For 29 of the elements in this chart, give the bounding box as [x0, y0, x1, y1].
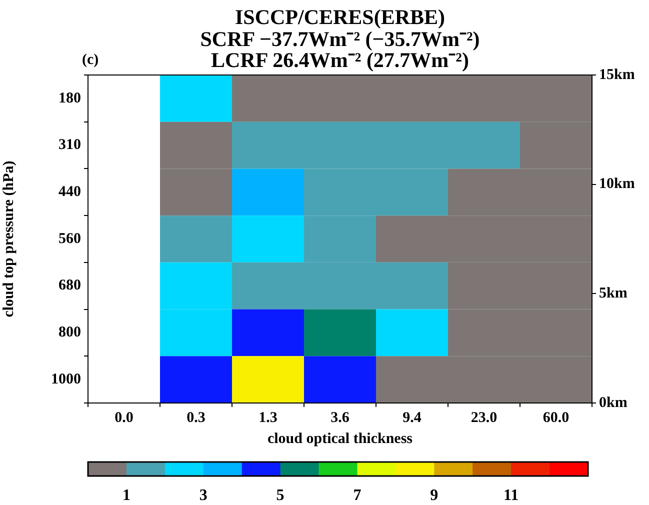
x-tick-label: 0.0: [114, 410, 134, 426]
color-bar-label: 7: [353, 487, 362, 504]
y-tick-label: 800: [58, 324, 81, 341]
y-tick-label: 680: [58, 278, 81, 294]
color-bar-label: 11: [504, 487, 519, 504]
y2-tick-label: 15km: [599, 66, 636, 83]
y2-tick-label: 10km: [599, 176, 636, 192]
color-bar-label: 5: [276, 487, 284, 504]
x-tick-label: 1.3: [258, 410, 278, 426]
text: (c): [82, 52, 99, 69]
x-tick-label: 9.4: [402, 410, 422, 426]
x-tick-label: 3.6: [330, 410, 350, 426]
color-bar-label: 1: [122, 487, 130, 504]
chart-subtitle: SCRF −37.7Wm⁻² (−35.7Wm⁻²) LCRF 26.4Wm⁻² (27.7Wm⁻²): [200, 27, 480, 72]
y-tick-label: 560: [58, 230, 81, 247]
x-axis-title: cloud optical thickness: [267, 430, 413, 447]
y-tick-label: 180: [58, 90, 81, 106]
y-tick-label: 440: [58, 184, 81, 200]
color-bar-label: 3: [199, 487, 208, 504]
y-tick-label: 1000: [51, 371, 81, 388]
x-tick-label: 60.0: [542, 410, 570, 426]
y2-tick-label: 5km: [599, 286, 628, 302]
color-bar-label: 9: [430, 487, 438, 504]
y-axis-title: cloud top pressure (hPa): [0, 160, 17, 318]
x-tick-label: 0.3: [186, 410, 206, 426]
y2-tick-label: 0km: [599, 394, 628, 411]
y-tick-label: 310: [58, 137, 81, 154]
x-tick-label: 23.0: [470, 410, 498, 426]
chart-title: ISCCP/CERES(ERBE): [234, 5, 446, 29]
